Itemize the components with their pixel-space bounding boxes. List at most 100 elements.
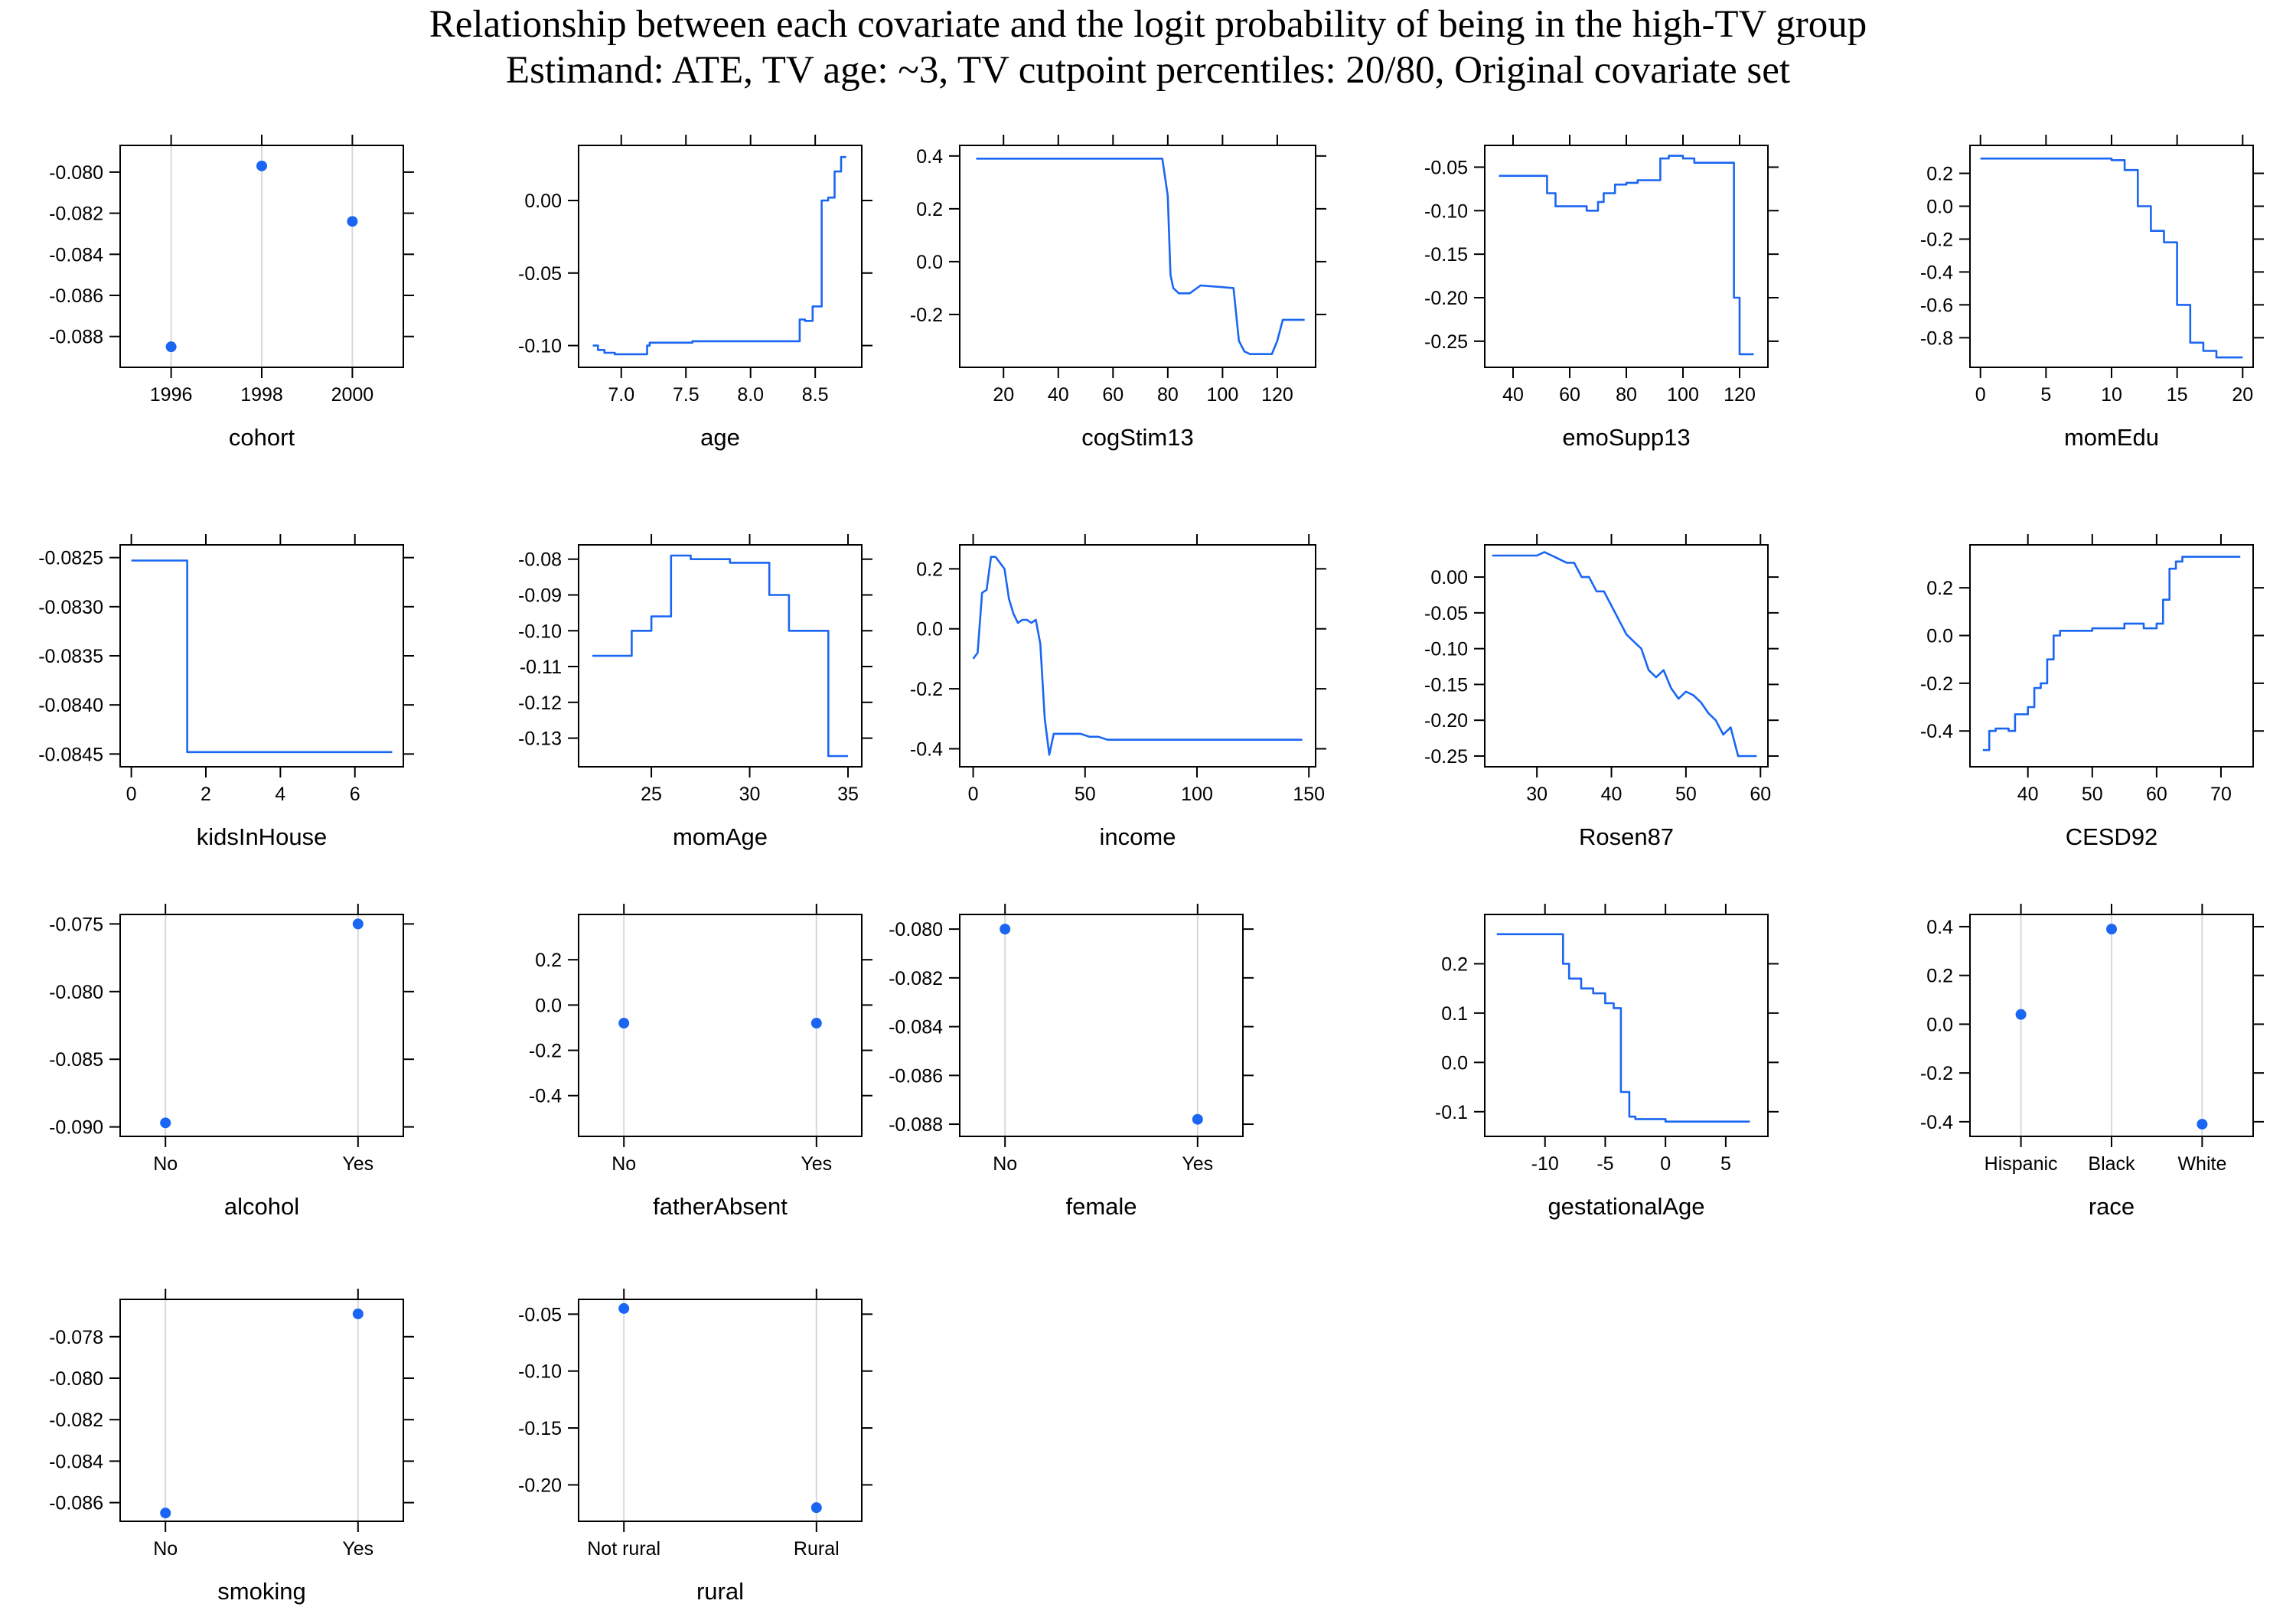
x-tick-label: 50 [1675,784,1697,805]
y-tick-label: 0.0 [1441,1052,1468,1074]
y-tick-label: -0.11 [520,657,562,678]
panel-frame [959,914,1244,1137]
y-tick-label: -0.086 [49,1493,103,1514]
y-tick-label: 0.00 [1430,567,1468,588]
x-tick-label: 70 [2210,784,2232,805]
series-line [1499,155,1754,356]
panel-Rosen87: -0.25 -0.20 -0.15 -0.10 -0.05 0.00 30 40 50 60 Ros… [1424,534,1779,850]
y-tick-label: -0.4 [1920,262,1953,283]
data-point-yes [352,918,364,930]
y-tick-label: -0.10 [1424,200,1468,222]
x-tick-label: 15 [2167,384,2188,406]
y-tick-label: -0.086 [49,285,103,307]
x-tick-label: 60 [1102,384,1124,406]
panel-fatherAbsent: -0.4 -0.2 0.0 0.2 No Yes fatherAbsent [529,904,872,1220]
y-tick-label: -0.05 [1424,603,1468,624]
panel-cohort: -0.088 -0.086 -0.084 -0.082 -0.080 1996 1998 20… [49,135,414,451]
x-tick-label: 40 [1048,384,1069,406]
panel-gestationalAge: -0.1 0.0 0.1 0.2 -10 -5 0 5 gestationalAge [1435,904,1779,1220]
x-tick-label: 35 [837,784,859,805]
y-tick-label: -0.084 [889,1017,943,1038]
y-tick-label: -0.25 [1424,331,1468,353]
panel-frame [119,1299,404,1522]
x-tick-label: 80 [1157,384,1179,406]
x-tick-label: 6 [350,784,360,805]
y-tick-label: -0.2 [1920,1063,1953,1084]
x-tick-label: 8.0 [737,384,764,406]
y-tick-label: 0.2 [1926,578,1953,599]
x-tick-label: 50 [2082,784,2103,805]
panel-frame [578,145,863,368]
x-tick-label: Yes [801,1153,832,1175]
panel-female: -0.088 -0.086 -0.084 -0.082 -0.080 No Yes femal… [889,904,1254,1220]
y-tick-label: -0.2 [1920,673,1953,695]
y-tick-label: -0.084 [49,244,103,266]
data-point-rural [810,1502,822,1514]
y-tick-label: -0.085 [49,1049,103,1071]
x-tick-label: Yes [342,1153,373,1175]
y-tick-label: 0.0 [1926,625,1953,647]
x-tick-label: 100 [1207,384,1239,406]
y-tick-label: -0.10 [518,621,562,642]
x-tick-label: 30 [739,784,761,805]
x-axis-label: rural [696,1578,744,1605]
y-tick-label: 0.0 [535,995,562,1016]
y-tick-label: -0.086 [889,1065,943,1087]
panel-frame [1484,544,1769,768]
y-tick-label: 0.0 [916,619,943,641]
panel-income: -0.4 -0.2 0.0 0.2 0 50 100 150 income [910,534,1326,850]
x-tick-label: Yes [1182,1153,1213,1175]
y-tick-label: -0.05 [1424,157,1468,178]
data-point-hispanic [2015,1009,2027,1020]
panel-rural: -0.20 -0.15 -0.10 -0.05 Not rural Rural rural [518,1289,872,1605]
x-tick-label: 150 [1293,784,1325,805]
y-tick-label: -0.4 [910,738,943,760]
x-axis-label: cohort [229,424,295,451]
data-point-2000 [347,216,358,227]
y-tick-label: -0.0830 [38,597,103,618]
y-tick-label: -0.082 [889,968,943,989]
panel-momEdu: -0.8 -0.6 -0.4 -0.2 0.0 0.2 0 5 10 15 20 momEdu [1920,135,2264,451]
x-tick-label: 25 [641,784,662,805]
panel-frame [119,544,404,768]
y-tick-label: 0.4 [916,146,943,168]
x-tick-label: 40 [2017,784,2039,805]
x-tick-label: 0 [126,784,137,805]
y-tick-label: -0.082 [49,1410,103,1431]
y-tick-label: -0.10 [518,1361,562,1383]
x-tick-label: 120 [1724,384,1756,406]
x-axis-label: emoSupp13 [1562,424,1690,451]
x-tick-label: 4 [275,784,285,805]
x-tick-label: Hispanic [1985,1153,2058,1175]
x-tick-label: No [153,1153,178,1175]
y-tick-label: -0.20 [1424,710,1468,732]
data-point-no [160,1508,171,1519]
figure-titles: Relationship between each covariate and … [0,0,2296,93]
y-tick-label: -0.0835 [38,646,103,667]
y-tick-label: -0.13 [518,729,562,750]
panel-frame [578,544,863,768]
x-axis-label: alcohol [224,1193,299,1220]
series-line [1980,157,2243,359]
y-tick-label: -0.084 [49,1451,103,1472]
panel-race: -0.4 -0.2 0.0 0.2 0.4 Hispanic Black White race [1920,904,2264,1220]
x-tick-label: 5 [1720,1153,1731,1175]
y-tick-label: -0.15 [1424,244,1468,266]
y-tick-label: -0.2 [910,679,943,700]
y-tick-label: -0.0840 [38,695,103,716]
y-tick-label: -0.09 [518,585,562,606]
x-axis-label: momAge [673,823,768,850]
y-tick-label: -0.20 [518,1475,562,1496]
y-tick-label: -0.10 [1424,639,1468,660]
panel-frame [119,914,404,1137]
x-tick-label: 1996 [150,384,193,406]
y-tick-label: 0.00 [524,191,562,212]
y-tick-label: -0.20 [1424,288,1468,309]
x-tick-label: 60 [1750,784,1771,805]
panel-frame [959,145,1316,368]
x-tick-label: 30 [1526,784,1548,805]
x-tick-label: 60 [2146,784,2167,805]
series-line [131,559,393,754]
x-tick-label: 0 [968,784,979,805]
